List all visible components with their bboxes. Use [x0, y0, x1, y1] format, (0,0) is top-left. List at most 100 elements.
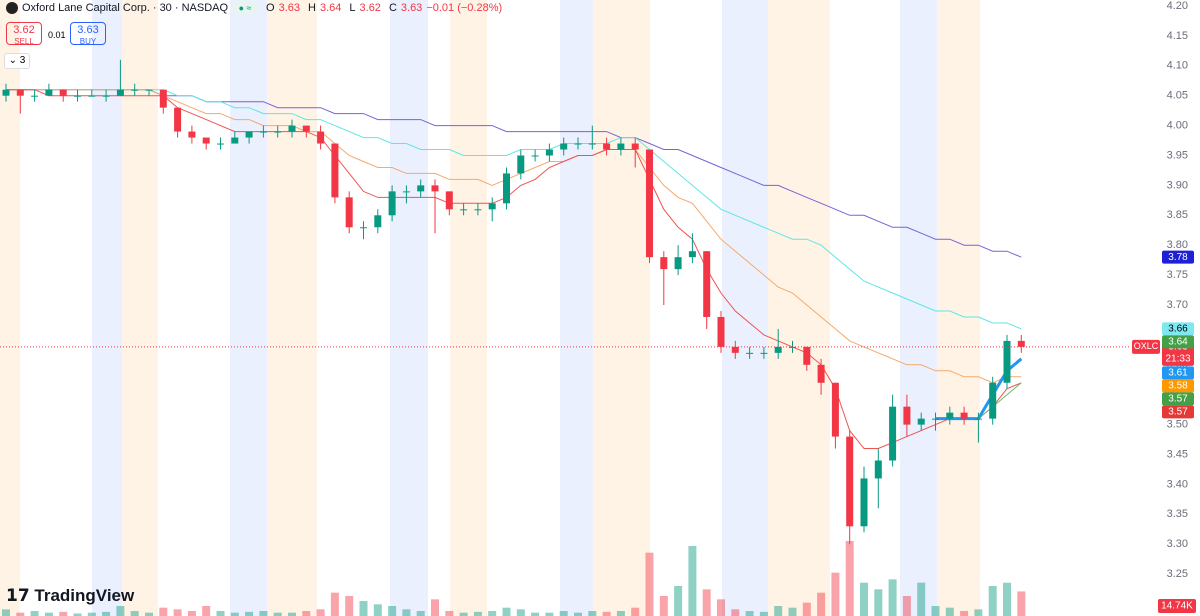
candle-body	[545, 149, 553, 156]
y-tick-label: 4.20	[1167, 0, 1188, 12]
y-tick-label: 4.05	[1167, 90, 1188, 102]
y-tick-label: 4.15	[1167, 30, 1188, 42]
volume-bar	[345, 596, 354, 616]
volume-bar	[745, 611, 754, 616]
price-tag	[1162, 405, 1194, 419]
candle-body	[531, 155, 539, 157]
candle-body	[831, 382, 839, 437]
candle-body	[45, 89, 53, 96]
volume-bar	[373, 604, 382, 616]
sell-button[interactable]: 3.62 SELL	[6, 22, 42, 46]
candle-body	[16, 89, 24, 96]
volume-bar	[116, 606, 125, 616]
volume-bar	[774, 606, 783, 616]
candle-body	[159, 89, 167, 108]
spread: 0.01	[48, 30, 66, 40]
volume-bar	[616, 611, 625, 616]
volume-bar	[187, 611, 196, 616]
candle-body	[374, 215, 382, 228]
candle-body	[617, 143, 625, 150]
candle-body	[31, 95, 39, 97]
session-band	[267, 0, 317, 616]
countdown-label: 21:33	[1165, 354, 1190, 365]
candle-body	[588, 143, 596, 145]
volume-bar	[902, 596, 911, 616]
session-band	[593, 0, 650, 616]
buy-button[interactable]: 3.63 BUY	[70, 22, 106, 46]
y-tick-label: 3.45	[1167, 448, 1188, 460]
volume-bar	[245, 611, 254, 616]
volume-bar	[945, 607, 954, 616]
volume-bar	[845, 541, 854, 616]
legend-header: Oxford Lane Capital Corp. · 30 · NASDAQ …	[6, 0, 502, 16]
price-tag-label: 3.58	[1168, 381, 1188, 392]
session-band	[722, 0, 768, 616]
volume-bar	[330, 592, 339, 616]
volume-bar	[2, 609, 10, 616]
candle-body	[2, 89, 10, 96]
volume-bar	[531, 612, 540, 616]
symbol-title[interactable]: Oxford Lane Capital Corp. · 30 · NASDAQ	[22, 2, 229, 14]
candle-body	[88, 95, 96, 97]
candle-body	[860, 478, 868, 527]
volume-bar	[416, 611, 425, 616]
volume-bar	[359, 601, 368, 616]
volume-bar	[316, 609, 325, 616]
candle-body	[331, 143, 339, 198]
y-tick-label: 3.50	[1167, 419, 1188, 431]
candle-body	[717, 316, 725, 347]
y-tick-label: 3.35	[1167, 508, 1188, 520]
volume-bar	[73, 613, 82, 616]
y-tick-label: 3.95	[1167, 149, 1188, 161]
ohlc-value: 3.63	[278, 2, 301, 14]
ohlc-value: 3.62	[359, 2, 381, 14]
candle-body	[960, 412, 968, 419]
candle-body	[560, 143, 568, 150]
volume-bar	[831, 572, 840, 616]
candle-body	[731, 346, 739, 353]
candle-body	[460, 209, 468, 211]
ohlc-label: H	[308, 2, 316, 14]
volume-bar	[431, 599, 439, 616]
candle-body	[846, 436, 854, 527]
volume-bar	[216, 611, 225, 616]
session-band	[230, 0, 267, 616]
volume-bar	[59, 611, 68, 616]
volume-bar	[731, 609, 740, 616]
candle-body	[989, 382, 997, 419]
market-status[interactable]: ● ≈	[232, 2, 259, 14]
price-tag	[1162, 250, 1194, 264]
y-tick-label: 3.70	[1167, 299, 1188, 311]
candle-body	[974, 418, 982, 420]
sell-price: 3.62	[13, 24, 35, 36]
volume-bar	[516, 609, 525, 616]
candle-body	[402, 191, 410, 193]
buy-label: BUY	[79, 37, 97, 46]
symbol-tag-label: OXLC	[1134, 341, 1159, 351]
volume-tag-label: 14.74K	[1161, 601, 1193, 612]
buy-price: 3.63	[77, 24, 99, 36]
indicator-toggle[interactable]: ⌄ 3	[4, 53, 30, 69]
session-band	[560, 0, 593, 616]
session-band	[937, 0, 980, 616]
session-band	[900, 0, 937, 616]
y-tick-label: 4.00	[1167, 119, 1188, 131]
volume-bar	[817, 592, 826, 616]
candle-body	[631, 143, 639, 150]
volume-bar	[402, 609, 411, 616]
ohlc-label: O	[266, 2, 275, 14]
indicator-count: 3	[19, 55, 26, 66]
ohlc-value: 3.64	[319, 2, 342, 14]
volume-bar	[44, 612, 53, 616]
price-tag-label: 3.61	[1168, 368, 1188, 379]
candle-body	[431, 185, 439, 192]
volume-bar	[574, 612, 582, 616]
volume-bar	[502, 607, 511, 616]
candle-body	[302, 125, 310, 132]
volume-bar	[545, 612, 554, 616]
candle-body	[474, 209, 482, 211]
candle-body	[202, 137, 210, 144]
candle-body	[903, 406, 911, 425]
moving-average-line	[6, 89, 1022, 384]
volume-bar	[16, 612, 25, 616]
